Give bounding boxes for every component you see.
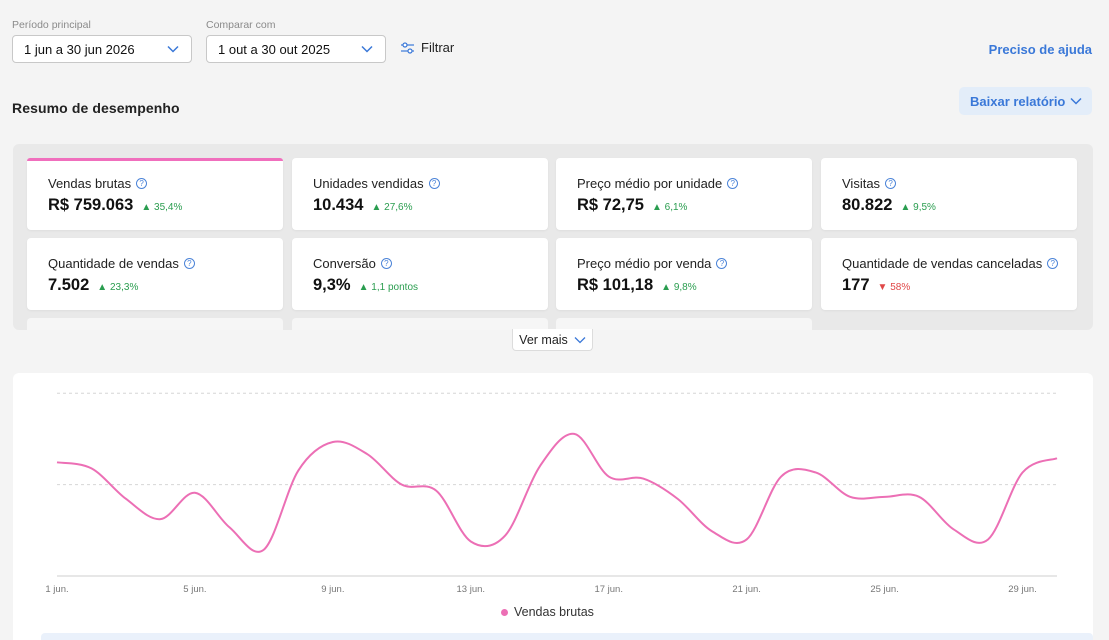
compare-value: 1 out a 30 out 2025 <box>218 41 331 57</box>
download-report-label: Baixar relatório <box>970 93 1066 109</box>
bottom-panel <box>41 633 1093 640</box>
help-icon[interactable]: ? <box>380 258 392 269</box>
metric-delta: ▲ 35,4% <box>141 202 183 213</box>
metric-title: Vendas brutas <box>48 176 132 191</box>
sales-chart: 1 jun. 5 jun. 9 jun. 13 jun. 17 jun. 21 jun. 2… <box>13 373 1093 640</box>
period-label: Período principal <box>12 19 91 31</box>
x-tick-label: 1 jun. <box>45 584 68 595</box>
help-icon[interactable]: ? <box>136 178 148 189</box>
hidden-card-preview <box>27 318 283 330</box>
compare-label: Comparar com <box>206 19 276 31</box>
hidden-card-preview <box>556 318 812 330</box>
show-more-label: Ver mais <box>519 332 568 347</box>
download-report-button[interactable]: Baixar relatório <box>959 87 1092 115</box>
metric-title: Quantidade de vendas <box>48 256 179 271</box>
filter-label: Filtrar <box>421 40 455 55</box>
metric-card[interactable]: Visitas? 80.822 ▲ 9,5% <box>821 158 1077 230</box>
metric-value: R$ 101,18 <box>577 276 654 294</box>
metric-title: Preço médio por venda <box>577 256 712 271</box>
x-tick-label: 5 jun. <box>183 584 206 595</box>
metric-card[interactable]: Conversão? 9,3% ▲ 1,1 pontos <box>292 238 548 310</box>
help-icon[interactable]: ? <box>716 258 728 269</box>
metric-delta: ▲ 27,6% <box>371 202 413 213</box>
metric-card[interactable]: Unidades vendidas? 10.434 ▲ 27,6% <box>292 158 548 230</box>
metric-card[interactable]: Quantidade de vendas? 7.502 ▲ 23,3% <box>27 238 283 310</box>
metric-delta: ▼ 58% <box>877 282 911 293</box>
metric-value: 9,3% <box>313 276 351 294</box>
period-value: 1 jun a 30 jun 2026 <box>24 41 135 57</box>
help-icon[interactable]: ? <box>727 178 739 189</box>
metric-value: R$ 759.063 <box>48 196 134 214</box>
legend-label: Vendas brutas <box>514 605 594 619</box>
chevron-down-icon <box>1070 97 1082 105</box>
metric-title: Quantidade de vendas canceladas <box>842 256 1043 271</box>
line-chart: 1 jun. 5 jun. 9 jun. 13 jun. 17 jun. 21 jun. 2… <box>45 392 1058 595</box>
sliders-icon <box>401 41 414 54</box>
metric-card[interactable]: Preço médio por unidade? R$ 72,75 ▲ 6,1% <box>556 158 812 230</box>
period-select[interactable]: 1 jun a 30 jun 2026 <box>12 35 192 63</box>
help-icon[interactable]: ? <box>885 178 897 189</box>
metric-card[interactable]: Quantidade de vendas canceladas? 177 ▼ 58… <box>821 238 1077 310</box>
metric-delta: ▲ 1,1 pontos <box>358 282 419 293</box>
metric-title: Visitas <box>842 176 881 191</box>
filter-button[interactable]: Filtrar <box>400 40 454 55</box>
metric-delta: ▲ 6,1% <box>651 202 688 213</box>
metric-title: Preço médio por unidade <box>577 176 723 191</box>
x-tick-label: 9 jun. <box>321 584 344 595</box>
metric-title: Conversão <box>313 256 376 271</box>
metric-title: Unidades vendidas <box>313 176 424 191</box>
hidden-card-preview <box>292 318 548 330</box>
x-tick-label: 25 jun. <box>870 584 899 595</box>
x-tick-label: 17 jun. <box>594 584 623 595</box>
series-line-vendas-brutas <box>56 432 1058 553</box>
chart-legend[interactable]: Vendas brutas <box>501 605 594 619</box>
metric-card[interactable]: Vendas brutas? R$ 759.063 ▲ 35,4% <box>27 158 283 230</box>
show-more-button[interactable]: Ver mais <box>512 329 593 351</box>
metric-delta: ▲ 23,3% <box>97 282 139 293</box>
metric-value: 10.434 <box>313 196 364 214</box>
compare-select[interactable]: 1 out a 30 out 2025 <box>206 35 386 63</box>
legend-dot <box>501 608 508 616</box>
section-title: Resumo de desempenho <box>12 100 180 116</box>
metric-card[interactable]: Preço médio por venda? R$ 101,18 ▲ 9,8% <box>556 238 812 310</box>
metric-value: 177 <box>842 276 870 294</box>
chevron-down-icon <box>167 45 179 53</box>
metric-delta: ▲ 9,8% <box>661 282 697 293</box>
help-icon[interactable]: ? <box>183 258 195 269</box>
metrics-panel: Vendas brutas? R$ 759.063 ▲ 35,4% Unidade… <box>13 144 1093 330</box>
chevron-down-icon <box>574 336 586 343</box>
metric-value: R$ 72,75 <box>577 196 644 214</box>
x-tick-label: 13 jun. <box>457 584 486 595</box>
x-tick-label: 21 jun. <box>732 584 761 595</box>
metric-delta: ▲ 9,5% <box>900 202 936 213</box>
x-tick-label: 29 jun. <box>1008 584 1037 595</box>
help-icon[interactable]: ? <box>428 178 440 189</box>
chevron-down-icon <box>361 45 373 53</box>
help-link[interactable]: Preciso de ajuda <box>988 42 1092 57</box>
help-icon[interactable]: ? <box>1047 258 1059 269</box>
metric-value: 7.502 <box>48 276 90 294</box>
metric-value: 80.822 <box>842 196 893 214</box>
